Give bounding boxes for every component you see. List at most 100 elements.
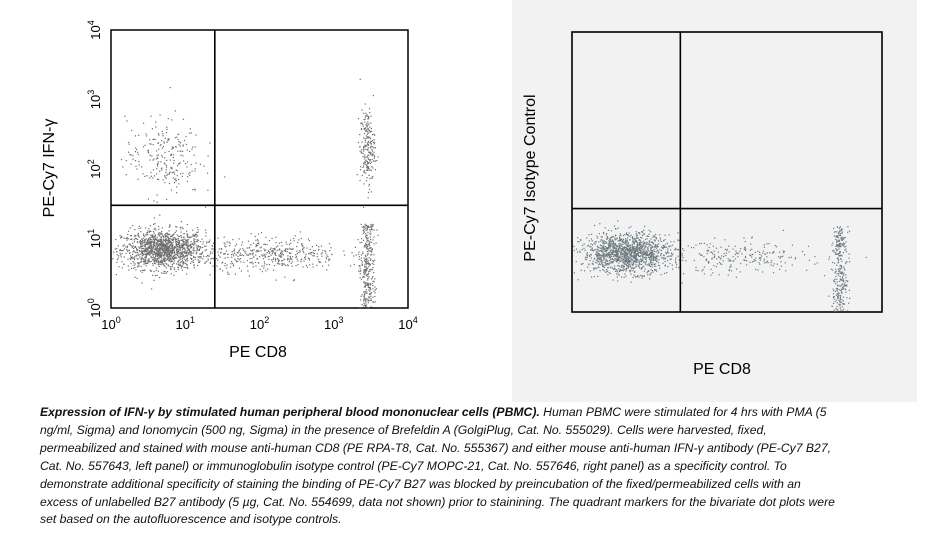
dot-cd8-intermediate	[209, 261, 211, 263]
dot-cd8-intermediate	[773, 251, 775, 253]
x-tick-label: 102	[250, 315, 269, 332]
dot-cd8-ifn-	[178, 239, 180, 241]
dot-cd8-ifn-	[150, 234, 152, 236]
dot-cd8-ifn-	[365, 236, 367, 238]
dot-cd8-ifn-	[374, 301, 376, 303]
dot-cd8-ifn-	[188, 253, 190, 256]
dot-cd8-isotype	[611, 244, 613, 246]
dot-cd8-ifn-	[369, 264, 371, 266]
dot-cd8-ifn-	[144, 245, 146, 247]
dot-cd8-ifn-	[367, 142, 369, 144]
dot-cd8-isotype	[651, 266, 653, 268]
dot-cd8-isotype	[632, 263, 635, 265]
dot-cd8-ifn-	[151, 239, 153, 241]
dot-cd8-ifn-	[158, 258, 160, 260]
dot-cd8-intermediate	[732, 256, 734, 258]
dot-cd8-isotype	[573, 272, 575, 274]
dot-cd8-ifn-	[367, 285, 369, 287]
dot-cd8-ifn-	[155, 126, 157, 128]
dot-cd8-isotype	[618, 250, 620, 253]
dot-cd8-isotype	[602, 263, 604, 266]
dot-cd8-isotype	[660, 252, 662, 255]
dot-cd8-isotype	[630, 246, 632, 248]
dot-cd8-ifn-	[192, 235, 194, 237]
dot-cd8-intermediate	[265, 270, 267, 272]
dot-cd8-isotype	[617, 249, 619, 251]
dot-cd8-ifn-	[152, 138, 154, 141]
dot-cd8-isotype	[614, 270, 617, 272]
dot-cd8-ifn-	[366, 260, 368, 262]
dot-cd8-isotype	[640, 242, 642, 244]
dot-cd8-ifn-	[372, 167, 374, 169]
dot-cd8-isotype	[622, 265, 624, 267]
dot-cd8-ifn-	[116, 251, 118, 253]
dot-cd8-ifn-	[369, 286, 371, 289]
dot-cd8-ifn-	[137, 234, 139, 236]
dot-cd8-isotype	[840, 279, 842, 281]
dot-cd8-isotype	[594, 261, 597, 263]
dot-cd8-ifn-	[186, 244, 188, 246]
dot-cd8-isotype	[844, 237, 846, 239]
dot-cd8-isotype	[620, 240, 622, 242]
dot-cd8-ifn-	[164, 250, 166, 252]
dot-cd8-ifn-	[367, 239, 369, 242]
x-tick-label: 103	[324, 315, 343, 332]
dot-cd8-intermediate	[317, 258, 320, 260]
dot-cd8-intermediate	[301, 245, 303, 247]
dot-cd8-intermediate	[300, 259, 302, 261]
dot-cd8-ifn-	[154, 234, 156, 236]
dot-cd8-ifn-	[156, 254, 158, 256]
dot-cd8-ifn-	[156, 236, 158, 238]
dot-cd8-intermediate	[776, 263, 778, 265]
dot-cd8-ifn-	[367, 299, 369, 301]
dot-cd8-isotype	[602, 241, 604, 244]
dot-cd8-isotype	[610, 249, 612, 251]
dot-cd8-ifn-	[141, 241, 143, 243]
dot-cd8-isotype	[597, 258, 599, 260]
dot-cd8-intermediate	[351, 252, 353, 254]
dot-cd8-ifn-	[150, 270, 152, 272]
dot-cd8-intermediate	[221, 262, 223, 264]
dot-cd8-ifn-	[128, 243, 130, 245]
dot-cd8-isotype	[635, 251, 637, 253]
dot-cd8-ifn-	[164, 157, 166, 159]
dot-cd8-intermediate	[255, 265, 257, 267]
dot-cd8-ifn-	[363, 146, 365, 148]
dot-cd8-ifn-	[162, 248, 164, 250]
dot-cd8-ifn-	[162, 234, 164, 236]
dot-cd8-isotype	[606, 249, 608, 252]
dot-cd8-ifn-	[177, 246, 179, 248]
dot-cd8-isotype	[613, 259, 615, 261]
dot-cd8-intermediate	[291, 265, 293, 267]
dot-cd8-isotype	[837, 259, 839, 261]
dot-cd8-isotype	[845, 274, 847, 276]
dot-cd8-ifn-	[363, 291, 365, 293]
dot-cd8-ifn-	[149, 246, 151, 248]
dot-cd8-ifn-	[177, 150, 179, 152]
dot-cd8-ifn-	[173, 269, 175, 271]
dot-cd8-intermediate	[711, 251, 713, 253]
dot-cd8-ifn-	[169, 256, 171, 258]
dot-cd8-ifn-	[187, 246, 189, 248]
dot-cd8-ifn-	[160, 161, 162, 163]
dot-cd8-ifn-	[150, 252, 152, 255]
dot-cd8-isotype	[590, 238, 593, 240]
dot-cd8-ifn-	[367, 225, 369, 227]
dot-cd8-isotype	[631, 266, 633, 268]
dot-cd8-intermediate	[730, 264, 732, 266]
dot-cd8-ifn-	[122, 166, 124, 168]
dot-cd8-isotype	[655, 233, 657, 235]
dot-cd8-isotype	[838, 243, 840, 245]
dot-cd8-isotype	[841, 260, 843, 262]
dot-cd8-intermediate	[329, 250, 331, 252]
dot-cd8-intermediate	[823, 275, 826, 277]
dot-cd8-ifn-	[165, 251, 167, 254]
dot-cd8-intermediate	[707, 249, 709, 251]
dot-cd8-ifn-	[174, 253, 176, 255]
dot-cd8-isotype	[649, 261, 652, 263]
dot-cd8-isotype	[837, 284, 839, 286]
dot-cd8-isotype	[584, 258, 586, 260]
dot-cd8-ifn-	[194, 146, 196, 148]
dot-cd8-isotype	[835, 275, 837, 278]
dot-cd8-ifn-	[175, 251, 177, 253]
